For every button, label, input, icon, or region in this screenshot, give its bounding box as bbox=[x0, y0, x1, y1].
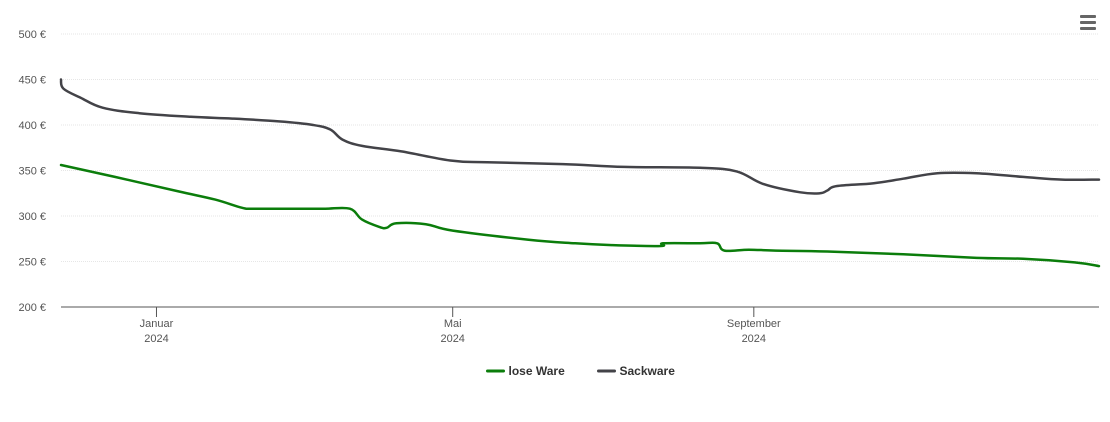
y-tick-label: 250 € bbox=[18, 257, 46, 269]
legend-label[interactable]: Sackware bbox=[620, 364, 676, 378]
y-tick-label: 500 € bbox=[18, 29, 46, 41]
y-tick-label: 350 € bbox=[18, 166, 46, 178]
axes: 200 € 250 € 300 € 350 € 400 € 450 € 500 € Janua… bbox=[18, 29, 1099, 345]
y-tick-label: 400 € bbox=[18, 120, 46, 132]
x-tick-year-label: 2024 bbox=[144, 333, 168, 345]
series-lines bbox=[59, 78, 1101, 268]
x-tick-year-label: 2024 bbox=[742, 333, 766, 345]
x-tick-label: Januar bbox=[140, 318, 174, 330]
y-tick-label: 300 € bbox=[18, 211, 46, 223]
menu-bar bbox=[1080, 21, 1096, 24]
legend-item-sackware[interactable]: Sackware bbox=[597, 364, 676, 378]
y-tick-label: 450 € bbox=[18, 75, 46, 87]
legend-item-lose-ware[interactable]: lose Ware bbox=[486, 364, 566, 378]
grid-lines bbox=[61, 33, 1099, 262]
x-tick-year-label: 2024 bbox=[440, 333, 464, 345]
x-tick-label: September bbox=[727, 318, 781, 330]
legend-label[interactable]: lose Ware bbox=[509, 364, 566, 378]
legend[interactable]: lose Ware Sackware bbox=[486, 364, 676, 378]
hamburger-menu-icon[interactable] bbox=[1076, 10, 1100, 34]
x-tick-label: Mai bbox=[444, 318, 462, 330]
series-line-lose-ware bbox=[59, 163, 1101, 268]
menu-bar bbox=[1080, 15, 1096, 18]
menu-bar bbox=[1080, 27, 1096, 30]
series-line-sackware bbox=[59, 78, 1101, 195]
y-tick-label: 200 € bbox=[18, 302, 46, 314]
